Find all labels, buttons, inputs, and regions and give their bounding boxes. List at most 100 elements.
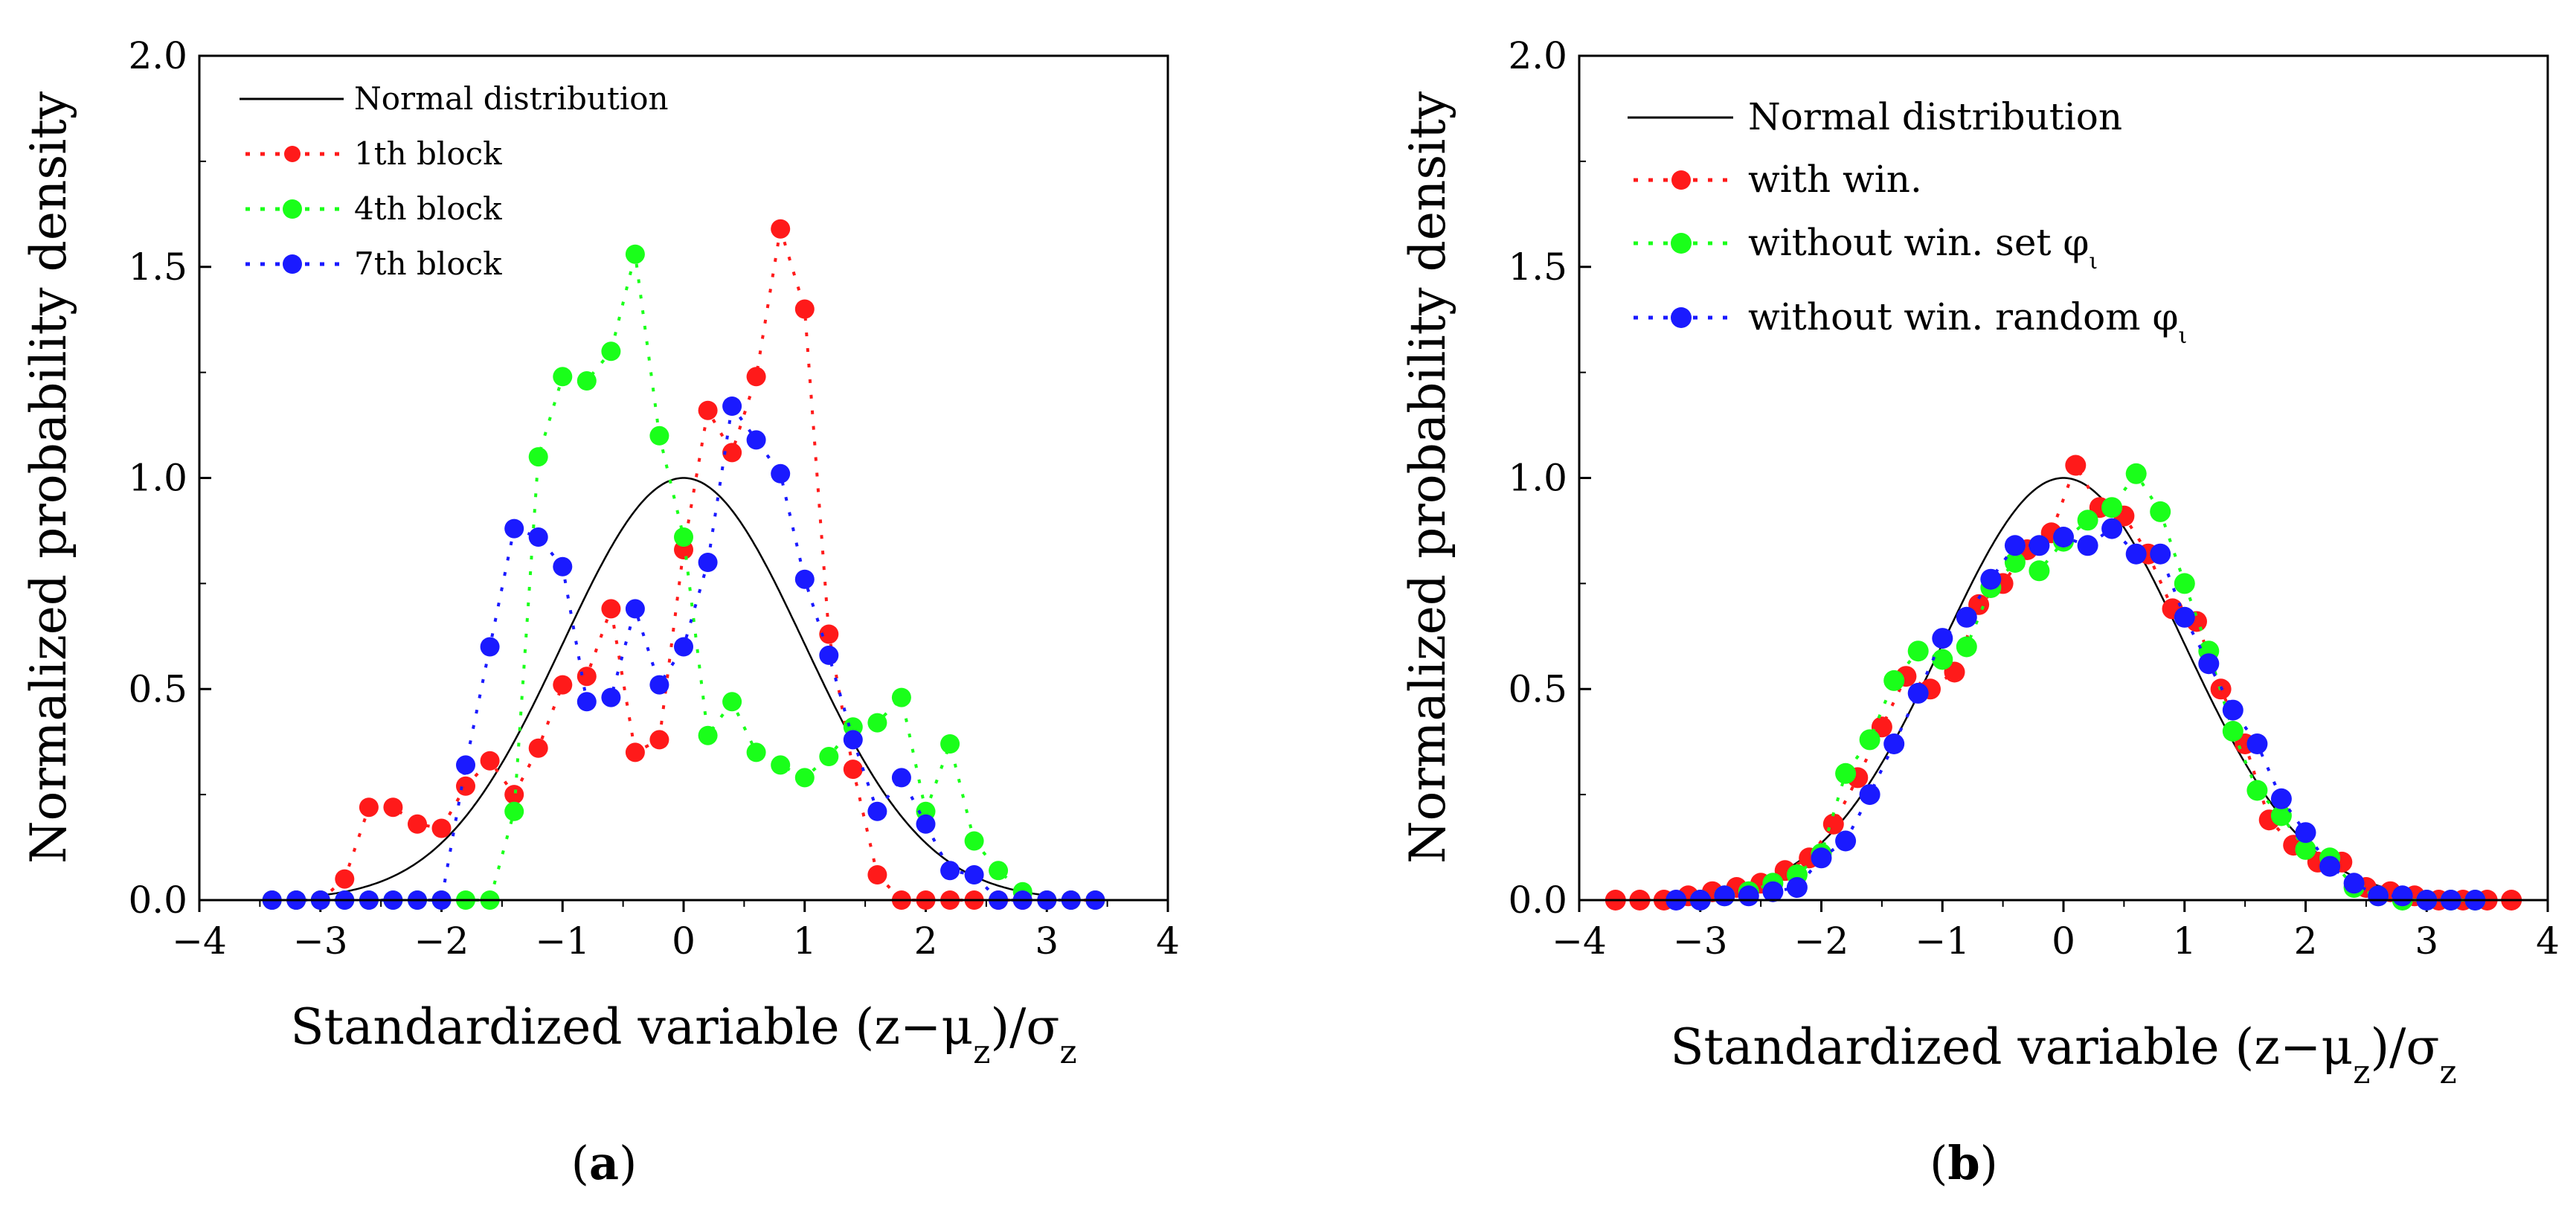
data-point (1932, 628, 1953, 649)
y-tick-label: 1.0 (1508, 457, 1567, 500)
data-point (1932, 649, 1953, 670)
y-tick-label: 0.5 (1508, 667, 1567, 710)
x-tick-label: 2 (2294, 919, 2318, 963)
panel-b-legend: Normal distribution with win. without wi… (1628, 95, 2187, 349)
data-point (794, 299, 815, 319)
data-point (1883, 669, 1905, 691)
data-point (1786, 877, 1808, 898)
data-point (383, 797, 403, 818)
data-point (2174, 573, 2195, 594)
data-point (989, 861, 1009, 881)
data-point (843, 730, 863, 750)
data-point (1714, 885, 1735, 907)
data-point (2368, 885, 2389, 907)
data-point (528, 447, 548, 467)
data-point (1811, 847, 1832, 869)
data-point (528, 527, 548, 547)
legend-b-random-label: without win. random φι (1748, 295, 2187, 349)
data-point (576, 692, 597, 712)
data-point (625, 742, 645, 762)
panel-b-x-axis-title: Standardized variable (z−μz)/σz (1670, 1018, 2456, 1091)
data-point (916, 814, 936, 834)
data-point (576, 371, 597, 391)
data-point (576, 667, 597, 687)
data-point (456, 755, 475, 775)
data-point (2246, 780, 2268, 801)
legend-a-1th-marker (284, 146, 301, 162)
data-point (2150, 543, 2171, 565)
panel-b-y-axis: 0.0 0.5 1.0 1.5 2.0 (1508, 34, 1591, 922)
data-point (504, 518, 524, 539)
data-point (722, 692, 742, 712)
x-tick-label: −2 (414, 919, 469, 963)
data-point (553, 675, 573, 695)
data-point (819, 624, 839, 644)
x-tick-label: 0 (2052, 919, 2075, 963)
data-point (2392, 885, 2413, 907)
data-point (2270, 788, 2292, 809)
data-point (625, 244, 645, 264)
data-point (431, 818, 452, 838)
x-tick-label: −3 (293, 919, 348, 963)
series-without-win-set- (1689, 463, 2486, 911)
panel-a: 0.0 0.5 1.0 1.5 2.0 −4 −3 −2 −1 0 1 2 3 4 Normal dis… (20, 34, 1180, 1190)
legend-b-with-win-marker (1671, 170, 1691, 190)
data-point (2343, 873, 2365, 894)
data-point (771, 463, 791, 484)
data-point (649, 730, 669, 750)
data-point (601, 599, 621, 619)
y-tick-label: 1.5 (1508, 245, 1567, 289)
data-point (746, 367, 766, 387)
data-point (771, 755, 791, 775)
data-point (1956, 636, 1977, 658)
data-point (649, 675, 669, 695)
legend-b-random-marker (1671, 307, 1692, 328)
data-point (601, 687, 621, 707)
panel-a-x-axis: −4 −3 −2 −1 0 1 2 3 4 (172, 900, 1180, 963)
data-point (456, 776, 475, 796)
data-point (649, 426, 669, 446)
data-point (359, 797, 379, 818)
panel-a-caption: (a) (571, 1136, 637, 1190)
data-point (528, 738, 548, 758)
data-point (771, 219, 791, 239)
y-tick-label: 2.0 (1508, 34, 1567, 77)
data-point (2222, 699, 2243, 721)
data-point (1859, 784, 1880, 806)
data-point (2150, 501, 2171, 522)
data-point (2101, 497, 2123, 518)
data-point (698, 725, 718, 745)
data-point (2174, 606, 2195, 628)
y-tick-label: 0.5 (128, 667, 187, 710)
data-point (2319, 855, 2341, 877)
y-tick-label: 1.5 (128, 245, 187, 289)
data-point (2295, 838, 2316, 860)
data-point (2295, 822, 2316, 844)
data-point (335, 869, 355, 889)
legend-a-7th-marker (283, 254, 302, 274)
data-point (1822, 813, 1844, 835)
x-tick-label: −3 (1673, 919, 1728, 963)
data-point (674, 527, 693, 547)
legend-b-with-win-label: with win. (1748, 158, 1922, 201)
panel-a-y-axis: 0.0 0.5 1.0 1.5 2.0 (128, 34, 211, 922)
panel-a-series-layer (262, 219, 1105, 910)
legend-a-1th-label: 1th block (354, 135, 502, 172)
data-point (1907, 640, 1929, 662)
panel-a-normal-curve-layer (326, 477, 1046, 896)
x-tick-label: 3 (1035, 919, 1059, 963)
data-point (625, 599, 645, 619)
data-point (1835, 762, 1857, 784)
data-point (794, 569, 815, 589)
series-without-win-random- (1666, 518, 2486, 911)
panel-b-frame (1578, 54, 2549, 902)
data-point (698, 400, 718, 420)
series-1th-block (262, 219, 1105, 910)
legend-a-4th-marker (283, 199, 302, 219)
series-dotted-line (1615, 461, 2512, 902)
data-point (2004, 535, 2026, 556)
data-point (1883, 733, 1905, 754)
x-tick-label: −4 (172, 919, 227, 963)
data-point (504, 801, 524, 821)
